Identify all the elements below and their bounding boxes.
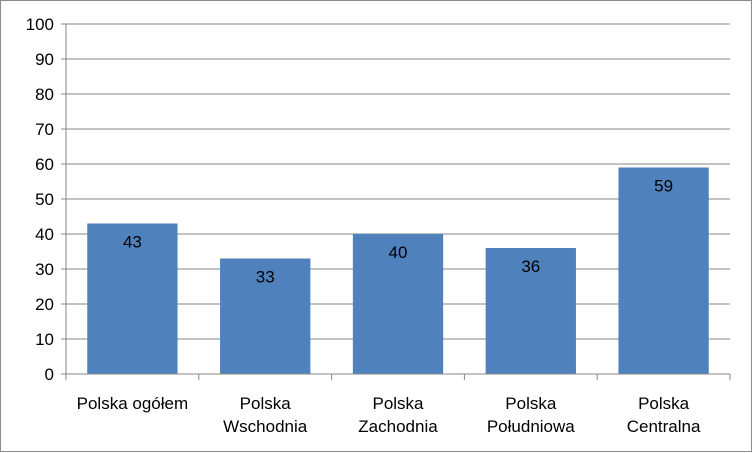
y-tick-label: 40 xyxy=(35,225,54,244)
category-label-line: Polska xyxy=(638,394,690,413)
data-label: 59 xyxy=(654,177,673,196)
bar xyxy=(352,234,444,374)
y-tick-labels: 0 10 20 30 40 50 60 70 80 90 100 xyxy=(26,15,54,384)
y-tick-label: 10 xyxy=(35,330,54,349)
category-labels: Polska ogółem Polska Wschodnia Polska Zachod… xyxy=(77,394,701,436)
category-label-line: Centralna xyxy=(627,417,701,436)
bar xyxy=(87,223,178,374)
y-tick-label: 30 xyxy=(35,260,54,279)
category-label-line: Polska xyxy=(240,394,292,413)
bars xyxy=(87,167,709,374)
category-label: Polska Wschodnia xyxy=(223,394,308,436)
category-label: Polska Zachodnia xyxy=(358,394,438,436)
category-label-line: Zachodnia xyxy=(358,417,438,436)
y-tick-label: 70 xyxy=(35,120,54,139)
data-labels: 43 33 40 36 59 xyxy=(123,177,673,287)
category-label: Polska Centralna xyxy=(627,394,701,436)
y-tick-label: 90 xyxy=(35,50,54,69)
category-label-line: Polska xyxy=(372,394,424,413)
category-label-line: Polska ogółem xyxy=(77,394,189,413)
y-tick-label: 60 xyxy=(35,155,54,174)
data-label: 43 xyxy=(123,233,142,252)
category-label: Polska Południowa xyxy=(487,394,575,436)
y-tick-label: 20 xyxy=(35,295,54,314)
category-label-line: Wschodnia xyxy=(223,417,308,436)
data-label: 36 xyxy=(521,257,540,276)
category-label-line: Południowa xyxy=(487,417,575,436)
bar xyxy=(618,167,709,374)
bar xyxy=(485,248,576,374)
y-tick-label: 80 xyxy=(35,85,54,104)
y-tick-label: 0 xyxy=(45,365,54,384)
y-tick-label: 100 xyxy=(26,15,54,34)
axes xyxy=(61,23,731,380)
category-label-line: Polska xyxy=(505,394,557,413)
data-label: 40 xyxy=(389,243,408,262)
y-tick-label: 50 xyxy=(35,190,54,209)
data-label: 33 xyxy=(256,268,275,287)
bar xyxy=(220,258,311,374)
category-label: Polska ogółem xyxy=(77,394,189,413)
